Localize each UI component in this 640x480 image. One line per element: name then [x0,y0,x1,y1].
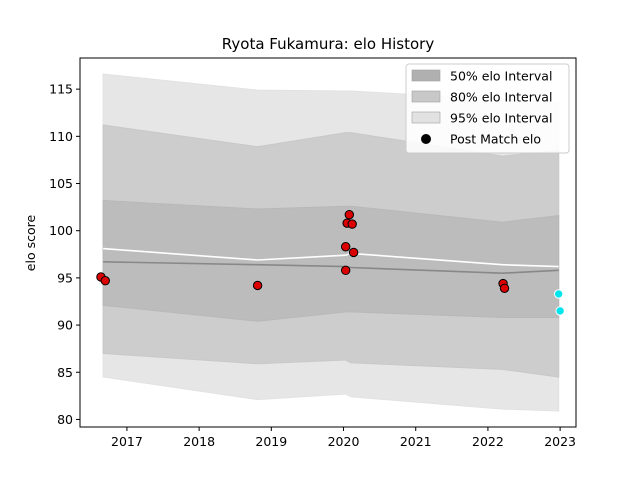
post-match-point-9 [340,265,351,276]
legend-label-2: 80% elo Interval [450,90,552,105]
y-tick-label-90: 90 [57,318,73,333]
post-match-point-4 [340,242,351,252]
legend-swatch-3 [411,111,441,124]
y-tick-label-115: 115 [49,82,73,97]
y-tick-label-80: 80 [57,412,73,427]
y-tick-label-110: 110 [49,129,73,144]
chart-title: Ryota Fukamura: elo History [222,35,435,53]
legend-label-3: 95% elo Interval [450,111,552,126]
x-tick-label-2019: 2019 [255,434,287,449]
series-line-2 [103,247,559,268]
axes: 2017 2018 2019 2020 2021 2022 2023 80 85 90 95 100 1… [49,57,577,449]
legend: 50% elo Interval 80% elo Interval 95% elo … [405,63,570,154]
post-match-point-8 [348,247,359,258]
y-tick-label-85: 85 [57,365,73,380]
prediction-point-2 [555,306,565,316]
plot-content [96,73,565,412]
y-tick-label-105: 105 [49,176,73,191]
x-tick-label-2021: 2021 [400,434,432,449]
post-match-point-6 [344,209,354,220]
legend-swatch-2 [411,90,441,103]
legend-marker-4 [421,134,431,144]
post-match-point-3 [252,280,263,291]
plot-area [96,73,565,412]
post-match-point-2 [100,276,110,286]
band-3 [102,199,560,322]
y-tick-label-100: 100 [49,223,73,238]
post-match-point-7 [347,219,357,229]
x-tick-label-2020: 2020 [328,434,360,449]
x-tick-label-2023: 2023 [544,434,576,449]
prediction-point-1 [553,289,564,299]
y-axis-label: elo score [23,215,38,272]
x-tick-label-2017: 2017 [111,434,143,449]
axes-frame [79,57,577,428]
legend-label-1: 50% elo Interval [450,69,552,84]
legend-box [405,63,570,154]
y-tick-label-95: 95 [57,270,73,285]
legend-swatch-1 [411,69,441,82]
post-match-point-11 [499,283,510,293]
legend-label-4: Post Match elo [450,132,541,147]
x-tick-label-2022: 2022 [472,434,504,449]
x-tick-label-2018: 2018 [183,434,215,449]
